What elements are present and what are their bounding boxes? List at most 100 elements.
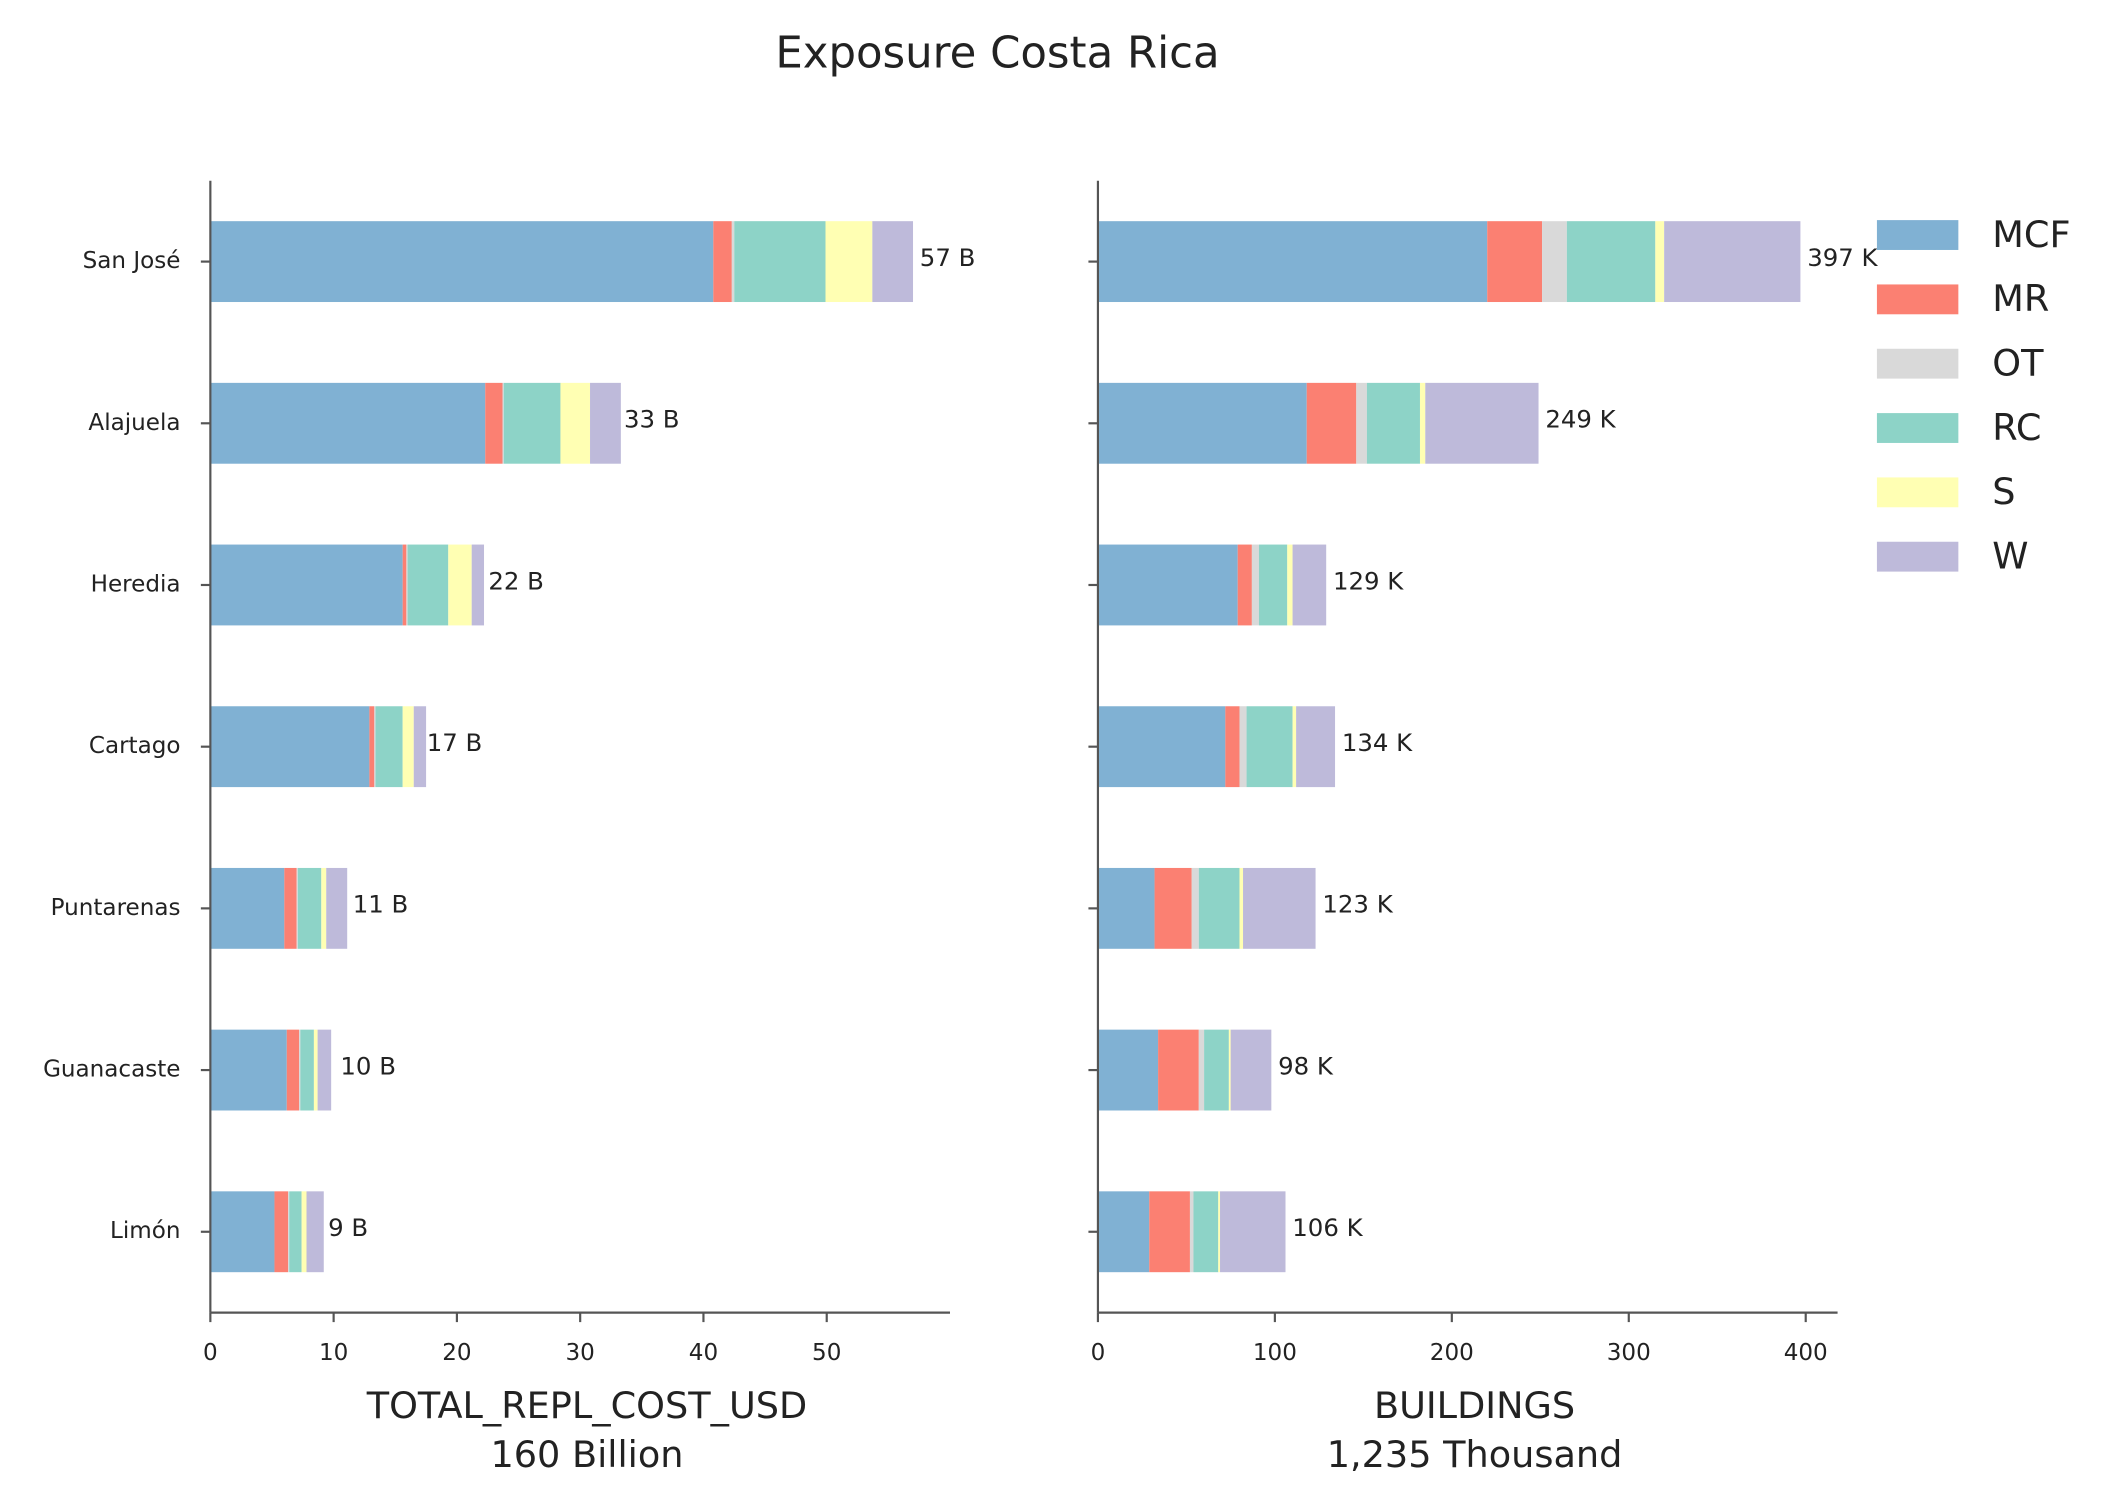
bar-segment (1239, 706, 1247, 788)
legend-label: MCF (1992, 213, 2070, 256)
bar-segment (1193, 1191, 1219, 1273)
legend-label: S (1992, 470, 2015, 513)
bar-segment (407, 544, 449, 626)
x-tick-label: 40 (689, 1340, 718, 1366)
total-label: 11 B (353, 890, 409, 919)
x-axis-label: 1,235 Thousand (1327, 1433, 1623, 1476)
bar-segment (1158, 1029, 1199, 1111)
bar-segment (1154, 867, 1192, 949)
x-tick-label: 0 (203, 1340, 218, 1366)
bar-segment (402, 544, 407, 626)
bar-segment (210, 382, 486, 464)
bar-segment (326, 867, 348, 949)
bar-segment (317, 1029, 332, 1111)
total-label: 22 B (488, 566, 544, 595)
bar-segment (210, 221, 714, 303)
bar-segment (1296, 706, 1336, 788)
bar-segment (1198, 1029, 1205, 1111)
bar-segment (1425, 382, 1539, 464)
bar-segment (284, 867, 297, 949)
bar-segment (286, 1029, 300, 1111)
bar-segment (1542, 221, 1567, 303)
total-label: 129 K (1333, 566, 1404, 595)
bar-segment (1097, 221, 1488, 303)
bar-segment (374, 706, 376, 788)
bar-segment (274, 1191, 289, 1273)
bar-segment (1356, 382, 1367, 464)
bar-segment (299, 1029, 301, 1111)
bar-segment (1419, 382, 1426, 464)
y-tick-label: San José (83, 248, 181, 274)
total-label: 134 K (1342, 728, 1413, 757)
bar-segment (560, 382, 591, 464)
y-tick-label: Limón (110, 1218, 180, 1244)
bar-segment (448, 544, 472, 626)
bar-segment (1237, 544, 1252, 626)
total-label: 397 K (1807, 243, 1878, 272)
legend-swatch (1876, 348, 1959, 379)
x-tick-label: 0 (1091, 1340, 1106, 1366)
total-label: 9 B (328, 1213, 368, 1242)
bar-segment (471, 544, 485, 626)
bar-segment (1228, 1029, 1231, 1111)
bar-segment (375, 706, 403, 788)
legend-label: OT (1992, 342, 2044, 385)
bar-segment (210, 706, 370, 788)
x-tick-label: 30 (565, 1340, 594, 1366)
bar-segment (406, 544, 408, 626)
bar-segment (713, 221, 732, 303)
bar-segment (825, 221, 873, 303)
bar-segment (306, 1191, 324, 1273)
total-label: 106 K (1292, 1213, 1363, 1242)
bar-segment (485, 382, 503, 464)
bar-segment (301, 1191, 307, 1273)
bar-segment (210, 867, 285, 949)
bar-segment (297, 867, 322, 949)
bar-segment (402, 706, 414, 788)
bar-segment (1149, 1191, 1190, 1273)
bar-segment (1097, 1191, 1150, 1273)
bar-segment (1292, 544, 1327, 626)
bar-segment (1198, 867, 1240, 949)
legend-swatch (1876, 477, 1959, 508)
legend-swatch (1876, 541, 1959, 572)
bar-segment (503, 382, 561, 464)
x-axis-label: 160 Billion (490, 1433, 683, 1476)
y-tick-label: Alajuela (88, 410, 180, 436)
bar-segment (210, 544, 403, 626)
total-label: 10 B (340, 1051, 396, 1080)
bar-segment (1566, 221, 1656, 303)
chart-title: Exposure Costa Rica (775, 28, 1219, 78)
x-tick-label: 100 (1253, 1340, 1297, 1366)
bar-segment (1230, 1029, 1272, 1111)
bar-segment (1287, 544, 1293, 626)
bar-segment (1189, 1191, 1194, 1273)
bar-segment (1097, 1029, 1159, 1111)
bar-segment (289, 1191, 302, 1273)
x-tick-label: 300 (1607, 1340, 1651, 1366)
x-axis-label: BUILDINGS (1374, 1384, 1575, 1427)
bar-segment (590, 382, 621, 464)
bar-segment (502, 382, 504, 464)
bar-segment (296, 867, 298, 949)
bar-segment (1487, 221, 1543, 303)
bar-segment (1239, 867, 1244, 949)
bar-segment (369, 706, 375, 788)
total-label: 98 K (1278, 1051, 1334, 1080)
legend-label: W (1992, 535, 2028, 578)
bar-segment (1246, 706, 1293, 788)
bar-segment (731, 221, 735, 303)
bar-segment (321, 867, 327, 949)
bar-segment (1366, 382, 1420, 464)
y-tick-label: Heredia (91, 571, 181, 597)
bar-segment (1251, 544, 1259, 626)
bar-segment (1664, 221, 1801, 303)
bar-segment (1225, 706, 1240, 788)
legend-label: RC (1992, 406, 2041, 449)
total-label: 17 B (427, 728, 483, 757)
bar-segment (313, 1029, 318, 1111)
bar-segment (1097, 867, 1155, 949)
y-tick-label: Puntarenas (51, 895, 181, 921)
legend-swatch (1876, 413, 1959, 443)
